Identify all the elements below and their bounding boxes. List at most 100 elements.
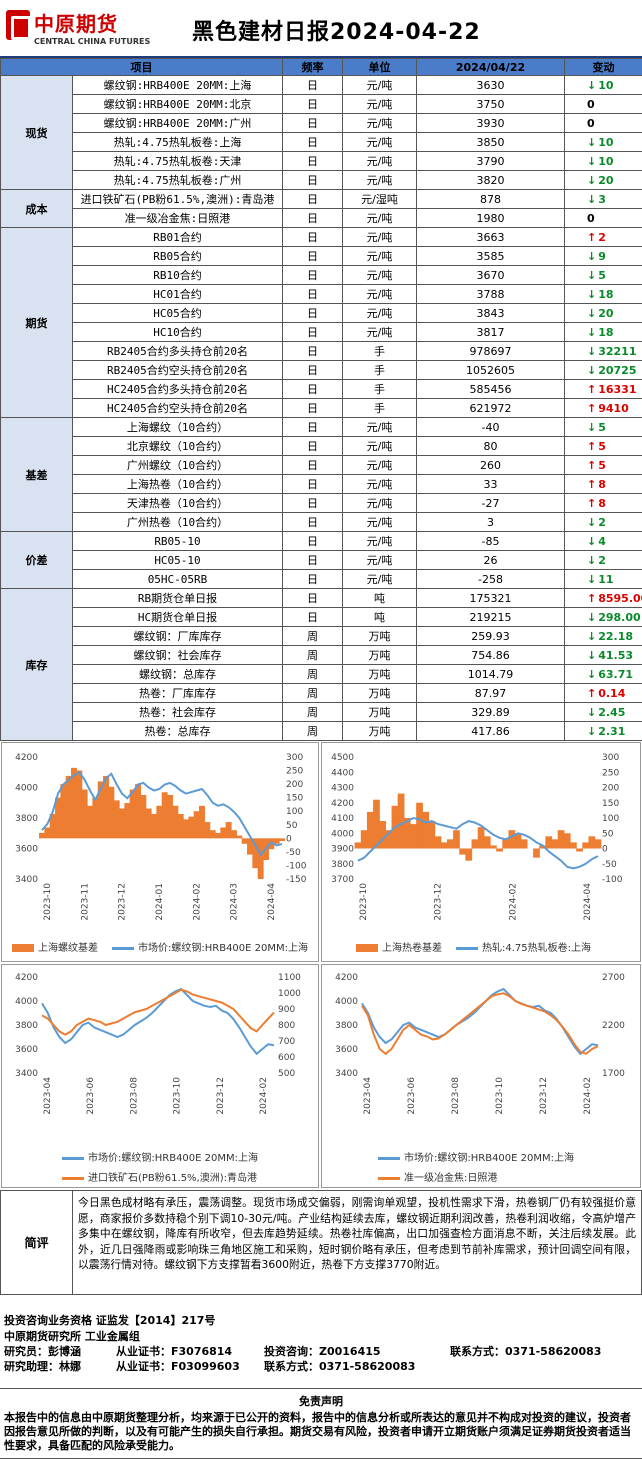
value: 1980: [416, 208, 565, 228]
x-tick-label: 2023-12: [216, 1077, 226, 1115]
change-cell: ↓ 20: [564, 303, 642, 323]
table-row: 价差 RB05-10 日元/吨 -85 ↓ 4: [0, 531, 642, 589]
frequency: 日: [282, 227, 343, 247]
chart-panel-rebar-ore: 3400 3600 3800 4000 4200 500 600 700 800 900 1000 1…: [1, 964, 319, 1188]
value: 3670: [416, 265, 565, 285]
item-name: 广州热卷（10合约）: [72, 512, 283, 532]
basis-bar: [76, 770, 83, 839]
value: 978697: [416, 341, 565, 361]
unit: 元/吨: [342, 569, 417, 589]
basis-bar: [113, 800, 120, 839]
unit: 万吨: [342, 702, 417, 722]
right-tick-label: 250: [286, 767, 303, 777]
category-label: 库存: [0, 588, 73, 741]
left-tick-label: 4000: [335, 997, 358, 1007]
researcher-advisory: 投资咨询：Z0016415: [264, 1345, 381, 1358]
item-name: HC2405合约空头持仓前20名: [72, 398, 283, 418]
basis-bar: [44, 827, 51, 839]
arrow-down-icon: ↓: [587, 287, 597, 301]
basis-bar: [241, 838, 248, 844]
basis-bar: [279, 838, 285, 842]
basis-bar: [204, 822, 211, 839]
value: 3850: [416, 132, 565, 152]
change-value: 10: [598, 135, 614, 149]
value: 259.93: [416, 626, 565, 646]
arrow-down-icon: ↓: [587, 724, 597, 738]
category-label: 基差: [0, 417, 73, 532]
frequency: 日: [282, 151, 343, 171]
right-tick-label: 300: [286, 753, 303, 763]
frequency: 周: [282, 683, 343, 703]
right-tick-label: 500: [278, 1069, 295, 1079]
item-name: 准一级冶金焦:日照港: [72, 208, 283, 228]
basis-bar: [103, 775, 109, 839]
value: 3843: [416, 303, 565, 323]
change-value: 0.14: [598, 686, 626, 700]
table-row: RB10合约日元/吨 3670 ↓ 5: [1, 265, 642, 285]
researcher-contact: 联系方式：0371-58620083: [450, 1345, 602, 1358]
table-row: 广州螺纹（10合约）日元/吨 260 ↑ 5: [1, 455, 642, 475]
commentary-text: 今日黑色成材略有承压，震荡调整。现货市场成交偏弱，刚需询单观望，投机性需求下滑，…: [78, 1196, 636, 1272]
change-cell: ↓ 2.45: [564, 702, 642, 722]
table-body: 现货 螺纹钢:HRB400E 20MM:上海日元/吨 3630 ↓ 10 螺纹钢:HRB4…: [0, 75, 642, 741]
basis-bar: [273, 838, 280, 844]
unit: 元/吨: [342, 113, 417, 133]
table-row: 基差 上海螺纹（10合约）日元/吨 -40 ↓ 5: [0, 417, 642, 532]
arrow-down-icon: ↓: [587, 363, 597, 377]
basis-bar: [140, 794, 147, 839]
unit: 吨: [342, 588, 417, 608]
basis-bar: [124, 803, 131, 839]
right-tick-label: 1100: [278, 973, 301, 983]
basis-bar: [172, 805, 179, 839]
item-name: RB05-10: [72, 531, 283, 551]
change-value: 2: [598, 515, 606, 529]
basis-bar: [55, 797, 61, 839]
table-row: 螺纹钢:HRB400E 20MM:北京日元/吨 3750 0: [1, 94, 642, 114]
change-cell: ↑ 5: [564, 436, 642, 456]
item-name: RB10合约: [72, 265, 283, 285]
left-tick-label: 4000: [15, 997, 38, 1007]
series-line: [361, 987, 599, 1056]
change-value: 9410: [598, 401, 629, 415]
basis-bar: [570, 842, 577, 849]
right-tick-label: 250: [602, 768, 619, 778]
category-label: 成本: [0, 189, 73, 228]
basis-bar: [514, 833, 522, 849]
change-cell: ↓ 11: [564, 569, 642, 589]
x-tick-label: 2023-08: [129, 1077, 139, 1115]
table-row: 螺纹钢:HRB400E 20MM:广州日元/吨 3930 0: [1, 113, 642, 133]
category-label: 价差: [0, 531, 73, 589]
change-value: 298.00: [598, 610, 641, 624]
x-tick-label: 2024-02: [259, 1077, 269, 1115]
change-cell: ↓ 4: [564, 531, 642, 551]
right-tick-label: 2200: [602, 1021, 625, 1031]
unit: 元/湿吨: [342, 189, 417, 209]
assistant-name: 研究助理：林娜: [4, 1360, 81, 1373]
item-name: 热轧:4.75热轧板卷:广州: [72, 170, 283, 190]
frequency: 日: [282, 208, 343, 228]
arrow-down-icon: ↓: [587, 135, 597, 149]
right-tick-label: 900: [278, 1005, 295, 1015]
left-tick-label: 3700: [331, 875, 354, 885]
basis-bar: [539, 845, 546, 849]
right-tick-label: 150: [286, 794, 303, 804]
table-row: 螺纹钢：总库存周万吨 1014.79 ↓ 63.71: [1, 664, 642, 684]
arrow-down-icon: ↓: [587, 420, 597, 434]
disclaimer-body: 本报告中的信息由中原期货整理分析，均来源于已公开的资料，报告中的信息分析或所表达…: [4, 1411, 631, 1452]
frequency: 日: [282, 474, 343, 494]
change-cell: 0: [564, 113, 642, 133]
item-name: 螺纹钢：总库存: [72, 664, 283, 684]
unit: 元/吨: [342, 132, 417, 152]
unit: 万吨: [342, 626, 417, 646]
item-name: RB05合约: [72, 246, 283, 266]
item-name: HC10合约: [72, 322, 283, 342]
x-tick-label: 2023-10: [359, 883, 369, 921]
arrow-down-icon: ↓: [587, 249, 597, 263]
disclaimer-title: 免责声明: [299, 1395, 343, 1408]
unit: 万吨: [342, 683, 417, 703]
legend-label: 市场价:螺纹钢:HRB400E 20MM:上海: [404, 1153, 574, 1164]
basis-bar: [60, 784, 67, 839]
right-tick-label: 1000: [278, 989, 301, 999]
column-header: 变动: [564, 58, 642, 76]
qualification-line: 投资咨询业务资格 证监发【2014】217号: [4, 1314, 216, 1327]
